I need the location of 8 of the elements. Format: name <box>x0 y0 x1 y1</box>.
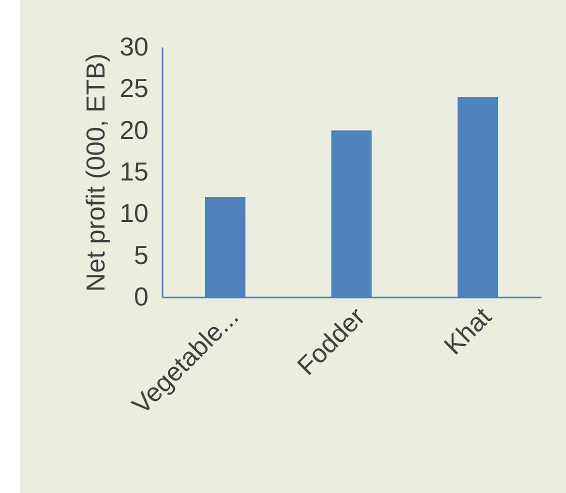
y-tick-label: 15 <box>120 156 148 186</box>
y-tick-label: 20 <box>120 114 148 145</box>
y-tick-label: 30 <box>120 32 148 62</box>
y-tick-label: 0 <box>134 282 148 312</box>
y-axis-title: Net profit (000, ETB) <box>80 53 111 292</box>
y-tick-label: 10 <box>120 198 148 228</box>
y-tick-label: 25 <box>120 73 148 104</box>
y-tick-label: 5 <box>134 240 148 270</box>
